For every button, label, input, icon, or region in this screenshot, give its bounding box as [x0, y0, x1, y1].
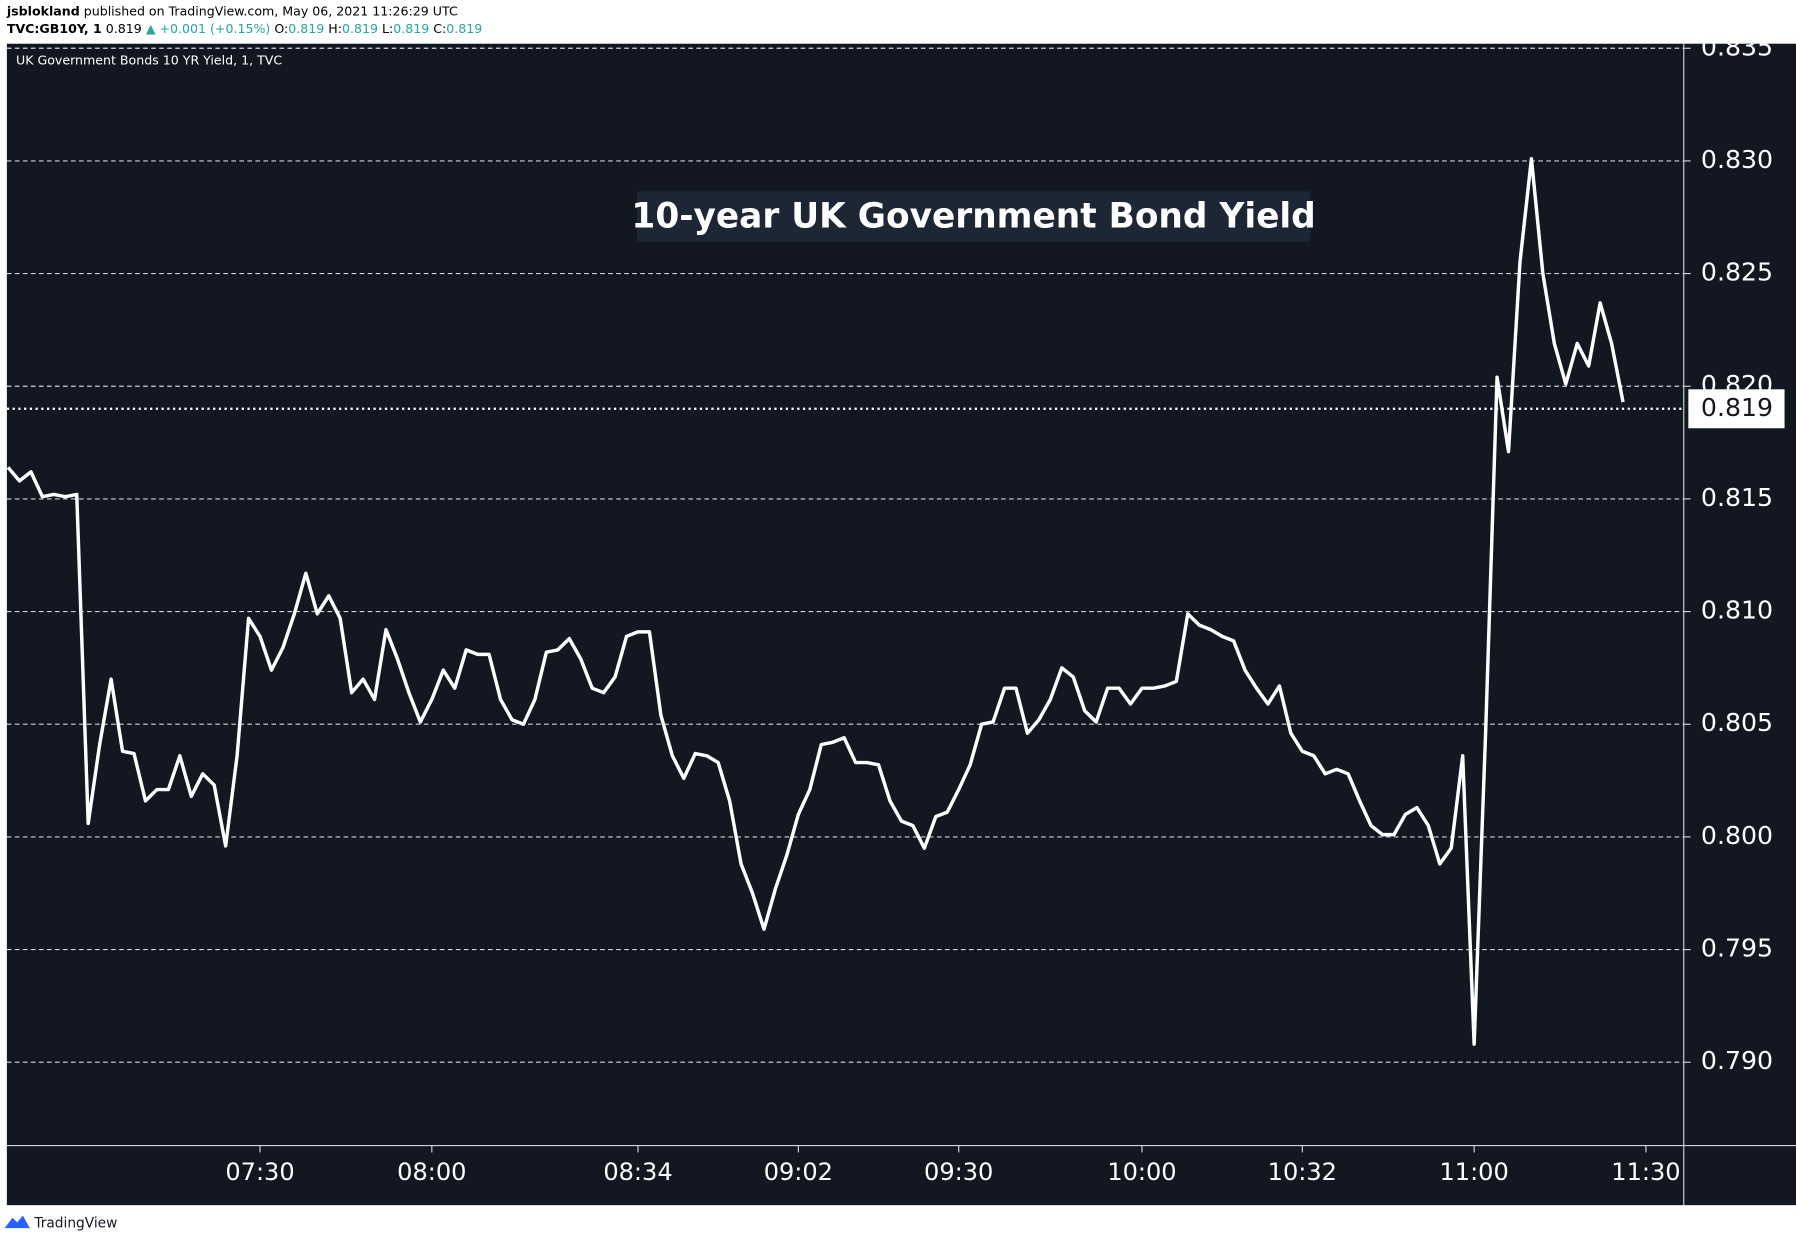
change: ▲ +0.001 (+0.15%)	[146, 20, 271, 35]
x-tick-label: 11:00	[1439, 1158, 1508, 1186]
last: 0.819	[106, 20, 142, 35]
y-tick-label: 0.795	[1701, 934, 1773, 963]
x-tick-label: 09:02	[764, 1158, 833, 1186]
x-tick-label: 09:30	[924, 1158, 993, 1186]
x-tick-label: 10:32	[1268, 1158, 1337, 1186]
author: jsblokland	[6, 3, 80, 18]
y-tick-label: 0.800	[1701, 821, 1773, 850]
header-line1: jsblokland published on TradingView.com,…	[6, 3, 458, 18]
brand: TradingView	[33, 1215, 117, 1231]
ohlc-label: O:	[274, 20, 288, 35]
plot	[6, 47, 1684, 1063]
y-tick-label: 0.790	[1701, 1046, 1773, 1075]
brand-logo	[4, 1215, 30, 1229]
x-tick-label: 07:30	[225, 1158, 294, 1186]
x-tick-label: 08:00	[397, 1158, 466, 1186]
price-line	[6, 156, 1625, 1046]
y-tick-label: 0.815	[1701, 483, 1773, 512]
y-tick-label: 0.810	[1701, 596, 1773, 625]
chart-title: 10-year UK Government Bond Yield	[631, 196, 1315, 236]
last-price-label: 0.819	[1701, 393, 1773, 422]
y-tick-label: 0.830	[1701, 145, 1773, 174]
legend: UK Government Bonds 10 YR Yield, 1, TVC	[16, 52, 282, 67]
ohlc-value: 0.819	[446, 20, 482, 35]
x-tick-label: 11:30	[1611, 1158, 1680, 1186]
x-tick-label: 08:34	[603, 1158, 672, 1186]
y-tick-label: 0.835	[1701, 32, 1773, 61]
published: published on TradingView.com, May 06, 20…	[84, 3, 458, 18]
title-box	[636, 191, 1311, 242]
ohlc-value: 0.819	[288, 20, 324, 35]
ohlc-label: C:	[433, 20, 446, 35]
header-line2: TVC:GB10Y, 1 0.819 ▲ +0.001 (+0.15%) O:0…	[7, 20, 482, 35]
ohlc-label: L:	[382, 20, 393, 35]
last-price-box	[1688, 389, 1785, 429]
y-tick-label: 0.825	[1701, 258, 1773, 287]
ohlc-label: H:	[328, 20, 342, 35]
x-tick-label: 10:00	[1107, 1158, 1176, 1186]
ohlc-value: 0.819	[342, 20, 378, 35]
ohlc-value: 0.819	[393, 20, 429, 35]
symbol: TVC:GB10Y, 1	[7, 20, 102, 35]
y-tick-label: 0.805	[1701, 708, 1773, 737]
